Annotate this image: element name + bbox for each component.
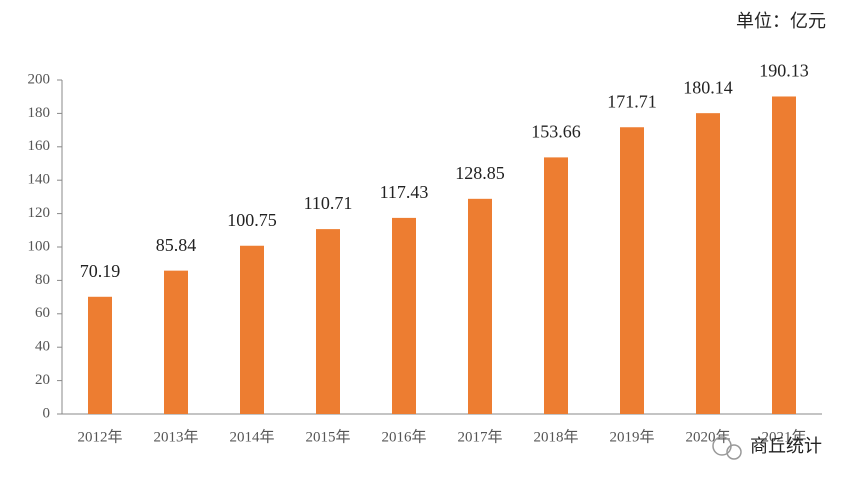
bar: [392, 217, 416, 414]
value-label: 117.43: [380, 182, 429, 202]
y-tick-label: 60: [35, 305, 50, 321]
bar: [772, 96, 796, 414]
y-tick-label: 180: [28, 105, 51, 121]
watermark: 商丘统计: [712, 436, 822, 460]
bar: [544, 157, 568, 414]
bar: [240, 245, 264, 414]
x-tick-label: 2012年: [77, 428, 122, 445]
value-label: 190.13: [759, 61, 809, 81]
watermark-icon: [726, 444, 742, 460]
y-tick-label: 160: [28, 138, 51, 154]
value-label: 180.14: [683, 77, 733, 97]
y-tick-label: 40: [35, 339, 50, 355]
x-tick-label: 2016年: [381, 428, 426, 445]
bar: [468, 198, 492, 414]
x-tick-label: 2018年: [533, 428, 578, 445]
x-tick-label: 2019年: [609, 428, 654, 445]
value-label: 85.84: [156, 235, 197, 255]
value-label: 110.71: [304, 193, 353, 213]
x-tick-label: 2017年: [457, 428, 502, 445]
value-label: 100.75: [227, 210, 277, 230]
value-label: 171.71: [607, 91, 657, 111]
y-tick-label: 200: [28, 71, 51, 87]
y-tick-label: 120: [28, 205, 51, 221]
y-tick-label: 20: [35, 372, 50, 388]
y-tick-label: 140: [28, 172, 51, 188]
x-tick-label: 2014年: [229, 428, 274, 445]
bar: [88, 296, 112, 414]
value-label: 70.19: [80, 261, 121, 281]
y-tick-label: 0: [43, 405, 51, 421]
value-label: 153.66: [531, 122, 581, 142]
unit-label: 单位：亿元: [736, 11, 826, 32]
x-tick-label: 2015年: [305, 428, 350, 445]
bar: [316, 229, 340, 414]
value-label: 128.85: [455, 163, 505, 183]
y-tick-label: 100: [28, 238, 51, 254]
watermark-text: 商丘统计: [750, 436, 822, 457]
bar: [620, 127, 644, 415]
y-tick-label: 80: [35, 272, 50, 288]
bar: [164, 270, 188, 414]
x-tick-label: 2013年: [153, 428, 198, 445]
x-tick-label: 2020年: [685, 428, 730, 445]
bar: [696, 113, 720, 414]
x-tick-label: 2021年: [761, 428, 806, 445]
